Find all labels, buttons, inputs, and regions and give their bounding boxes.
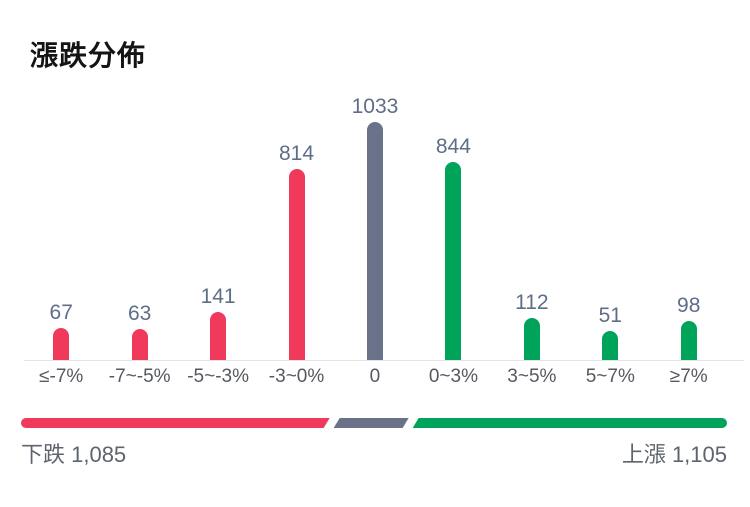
distribution-bar-chart: 67 63 141 814 1033 844 112 51 98 (22, 92, 728, 361)
category-label: 3~5% (507, 366, 557, 387)
category-axis: ≤-7% -7~-5% -5~-3% -3~0% 0 0~3% 3~5% 5~7% ≥7% (22, 366, 728, 389)
bar-column: 98 (650, 92, 728, 361)
category-label: ≥7% (669, 366, 708, 387)
category-label: 0 (369, 366, 381, 387)
ratio-up-segment (412, 418, 727, 428)
bar-value-label: 1033 (351, 95, 399, 118)
bar (366, 122, 383, 361)
bar-column: 51 (571, 92, 649, 361)
bar-column: 63 (100, 92, 178, 361)
bar-column: 814 (257, 92, 335, 361)
bar-value-label: 98 (677, 294, 701, 317)
category-label: 5~7% (585, 366, 635, 387)
bar (445, 162, 462, 361)
bar-value-label: 51 (598, 304, 622, 327)
bar-column: 844 (414, 92, 492, 361)
category-label: -7~-5% (108, 366, 171, 387)
bar (131, 329, 148, 361)
bar (523, 318, 540, 361)
category-label: -5~-3% (187, 366, 249, 387)
bar-value-label: 141 (200, 285, 236, 308)
bar (53, 328, 70, 361)
category-label: -3~0% (268, 366, 325, 387)
category-label: ≤-7% (39, 366, 84, 387)
x-axis-baseline (24, 360, 744, 361)
ratio-down-segment (21, 418, 330, 428)
bar-column: 112 (493, 92, 571, 361)
bar (680, 321, 697, 361)
down-flat-up-ratio-bar (21, 418, 727, 428)
up-total-label: 上漲 1,105 (621, 442, 727, 467)
ratio-flat-segment (334, 418, 409, 428)
bar-value-label: 814 (279, 142, 315, 165)
chart-title: 漲跌分佈 (30, 40, 147, 71)
bar (288, 169, 305, 361)
bar (602, 331, 619, 361)
bar-value-label: 112 (515, 291, 549, 314)
bar-column: 67 (22, 92, 100, 361)
category-label: 0~3% (428, 366, 478, 387)
bar-value-label: 63 (127, 302, 152, 325)
bar-column: 1033 (336, 92, 414, 361)
down-total-label: 下跌 1,085 (21, 442, 127, 467)
bar (210, 312, 227, 361)
bar-value-label: 67 (49, 301, 73, 324)
bar-value-label: 844 (435, 135, 471, 158)
bar-column: 141 (179, 92, 257, 361)
